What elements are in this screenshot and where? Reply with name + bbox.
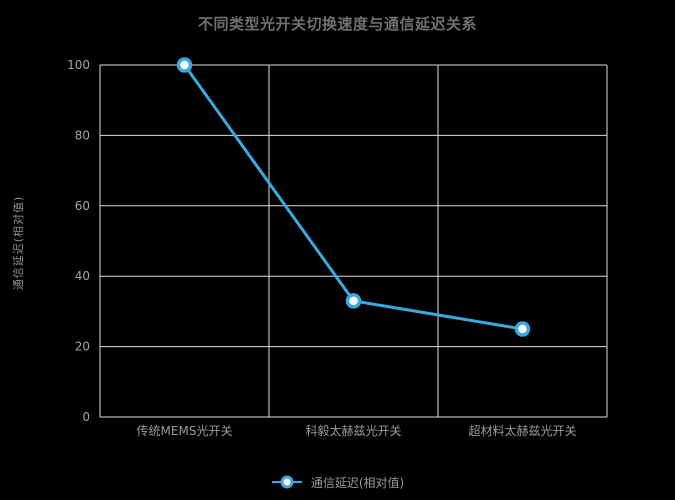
x-axis-label: 传统MEMS光开关 [137, 423, 233, 438]
line-chart: 0 20 40 60 80 100 传统MEMS光开关 科毅太赫兹光开关 超材料太赫兹光开关 [67, 57, 608, 438]
data-line [183, 63, 524, 331]
data-point-marker [345, 293, 362, 309]
chart-title: 不同类型光开关切换速度与通信延迟关系 [197, 15, 477, 33]
y-tick-label: 100 [67, 58, 90, 72]
x-axis-label: 超材料太赫兹光开关 [468, 423, 576, 438]
y-tick-label: 80 [75, 128, 90, 142]
y-tick-label: 60 [75, 199, 90, 213]
legend-label: 通信延迟(相对值) [310, 475, 405, 490]
y-tick-label: 40 [75, 269, 90, 283]
y-tick-label: 20 [75, 340, 90, 354]
y-tick-label: 0 [82, 410, 90, 424]
x-axis-label: 科毅太赫兹光开关 [305, 423, 401, 438]
legend-line-marker-icon [271, 475, 302, 489]
data-point-marker [514, 321, 531, 337]
legend[interactable]: 通信延迟(相对值) [0, 472, 675, 492]
data-point-marker [176, 57, 193, 73]
